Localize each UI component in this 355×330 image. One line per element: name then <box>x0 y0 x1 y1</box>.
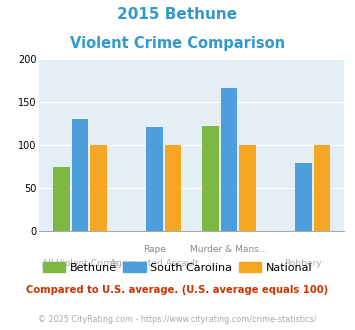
Bar <box>90 145 107 231</box>
Text: Aggravated Assault: Aggravated Assault <box>110 259 199 268</box>
Bar <box>72 119 88 231</box>
Legend: Bethune, South Carolina, National: Bethune, South Carolina, National <box>38 258 317 278</box>
Text: Robbery: Robbery <box>285 259 322 268</box>
Text: Rape: Rape <box>143 245 166 254</box>
Text: Violent Crime Comparison: Violent Crime Comparison <box>70 36 285 51</box>
Text: Murder & Mans...: Murder & Mans... <box>190 245 268 254</box>
Bar <box>220 88 237 231</box>
Bar <box>239 145 256 231</box>
Bar <box>313 145 331 231</box>
Bar <box>165 145 181 231</box>
Text: 2015 Bethune: 2015 Bethune <box>118 7 237 21</box>
Text: © 2025 CityRating.com - https://www.cityrating.com/crime-statistics/: © 2025 CityRating.com - https://www.city… <box>38 315 317 324</box>
Bar <box>295 163 312 231</box>
Text: Compared to U.S. average. (U.S. average equals 100): Compared to U.S. average. (U.S. average … <box>26 285 329 295</box>
Text: All Violent Crime: All Violent Crime <box>42 259 118 268</box>
Bar <box>146 127 163 231</box>
Bar <box>202 126 219 231</box>
Bar <box>53 167 70 231</box>
